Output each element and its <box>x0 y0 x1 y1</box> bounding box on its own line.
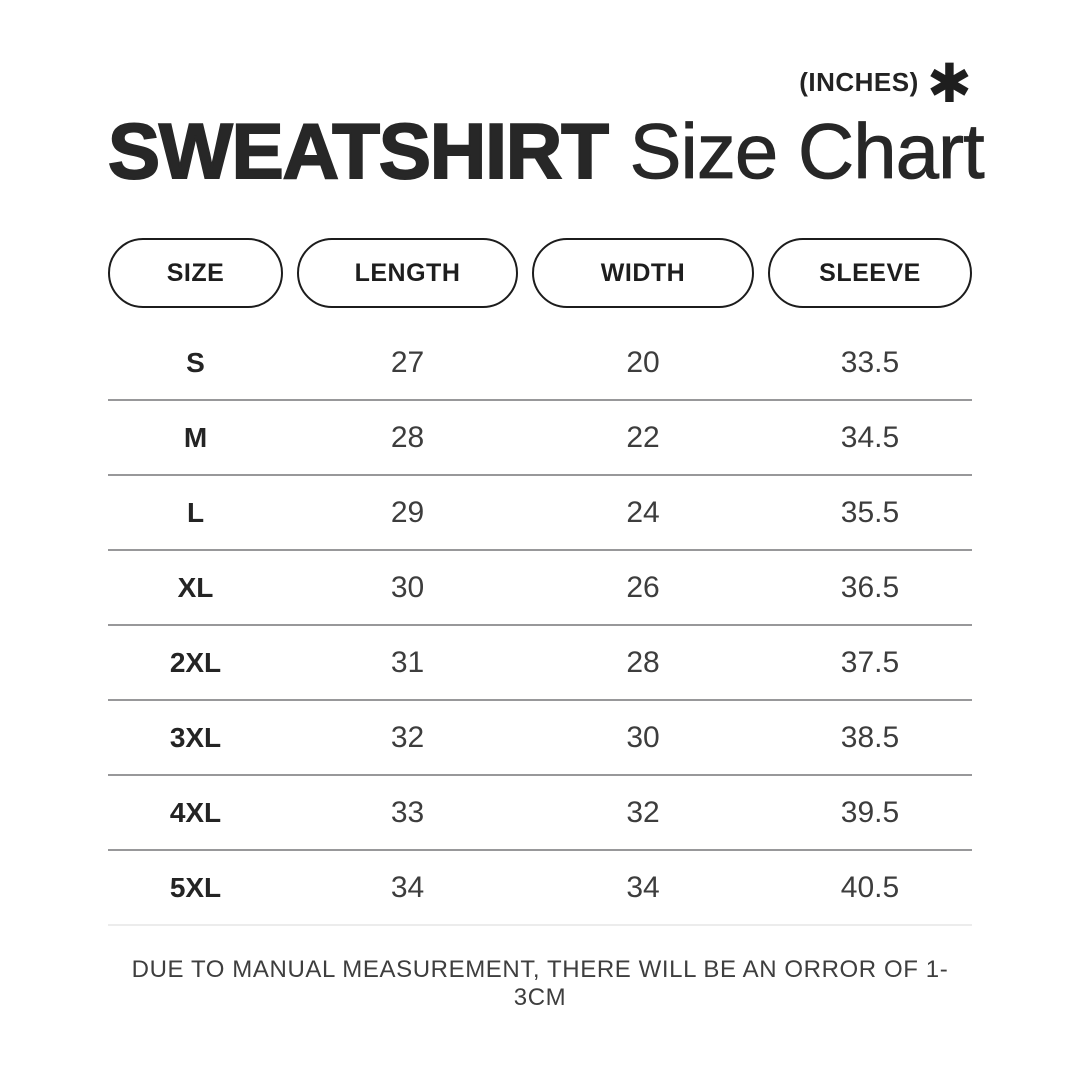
asterisk-icon: ✱ <box>926 52 972 115</box>
length-cell: 30 <box>390 570 425 604</box>
width-cell: 30 <box>626 720 660 754</box>
units-label: (INCHES) <box>799 66 919 97</box>
sleeve-cell: 38.5 <box>840 720 900 754</box>
sleeve-cell: 37.5 <box>840 645 900 679</box>
width-cell: 34 <box>626 870 660 904</box>
table-row: 2XL 31 28 37.5 <box>108 626 972 701</box>
title-rest: Size Chart <box>629 107 985 195</box>
sleeve-cell: 35.5 <box>840 495 900 529</box>
width-cell: 26 <box>626 570 660 604</box>
length-cell: 29 <box>390 495 425 529</box>
size-cell: XL <box>177 571 214 603</box>
size-cell: 3XL <box>169 721 222 753</box>
size-cell: M <box>183 421 208 453</box>
table-row: M 28 22 34.5 <box>108 401 972 476</box>
width-cell: 32 <box>626 795 660 829</box>
size-cell: 4XL <box>169 796 222 828</box>
title-brand: SWEATSHIRT <box>107 107 610 195</box>
width-cell: 20 <box>626 345 660 379</box>
units-line: (INCHES) ✱ <box>108 52 972 115</box>
length-cell: 31 <box>390 645 425 679</box>
length-cell: 27 <box>390 345 425 379</box>
column-pill-length: LENGTH <box>297 238 518 308</box>
page-title: SWEATSHIRT Size Chart <box>107 107 985 195</box>
table-row: L 29 24 35.5 <box>108 476 972 551</box>
table-row: 5XL 34 34 40.5 <box>108 851 972 926</box>
sleeve-cell: 40.5 <box>840 870 900 904</box>
size-cell: S <box>186 346 205 378</box>
sleeve-cell: 34.5 <box>840 420 900 454</box>
length-cell: 33 <box>390 795 425 829</box>
column-pill-sleeve: SLEEVE <box>768 238 972 308</box>
table-row: XL 30 26 36.5 <box>108 551 972 626</box>
column-header-row: SIZE LENGTH WIDTH SLEEVE <box>108 238 972 308</box>
width-cell: 22 <box>626 420 660 454</box>
sleeve-cell: 33.5 <box>840 345 900 379</box>
column-pill-size: SIZE <box>108 238 283 308</box>
size-cell: 2XL <box>169 646 222 678</box>
size-cell: 5XL <box>169 871 222 903</box>
table-row: S 27 20 33.5 <box>108 326 972 401</box>
size-cell: L <box>186 496 205 528</box>
length-cell: 28 <box>390 420 425 454</box>
sleeve-cell: 39.5 <box>840 795 900 829</box>
column-pill-width: WIDTH <box>532 238 754 308</box>
table-row: 3XL 32 30 38.5 <box>108 701 972 776</box>
table-row: 4XL 33 32 39.5 <box>108 776 972 851</box>
length-cell: 34 <box>390 870 425 904</box>
width-cell: 24 <box>626 495 660 529</box>
sleeve-cell: 36.5 <box>840 570 900 604</box>
width-cell: 28 <box>626 645 660 679</box>
length-cell: 32 <box>390 720 425 754</box>
measurement-note: DUE TO MANUAL MEASUREMENT, THERE WILL BE… <box>131 956 949 1011</box>
size-table: S 27 20 33.5 M 28 22 34.5 L 29 24 35.5 X… <box>108 326 972 926</box>
